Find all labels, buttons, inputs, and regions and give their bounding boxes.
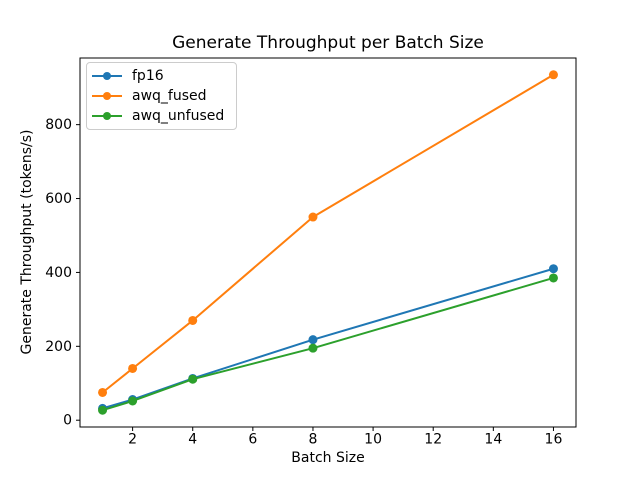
- marker-awq_fused: [128, 363, 138, 373]
- legend-marker-dot: [103, 92, 111, 100]
- series-line-awq_unfused: [102, 277, 554, 412]
- legend: fp16 awq_fused awq_unfused: [86, 62, 238, 130]
- legend-item-fp16: fp16: [92, 66, 224, 86]
- marker-awq_unfused: [308, 343, 318, 353]
- x-tick-label: 6: [248, 432, 257, 448]
- legend-line-swatch: [92, 112, 122, 120]
- x-tick-label: 8: [309, 432, 318, 448]
- legend-marker-dot: [103, 112, 111, 120]
- y-tick-label: 800: [45, 117, 72, 133]
- x-tick-label: 10: [364, 432, 382, 448]
- marker-awq_fused: [548, 70, 558, 80]
- y-tick-label: 400: [45, 265, 72, 281]
- marker-fp16: [548, 264, 558, 274]
- legend-line-swatch: [92, 72, 122, 80]
- legend-label: awq_unfused: [132, 108, 225, 124]
- legend-line-swatch: [92, 92, 122, 100]
- marker-awq_fused: [188, 315, 198, 325]
- legend-marker-dot: [103, 72, 111, 80]
- axes-frame: [79, 57, 577, 428]
- marker-awq_unfused: [98, 405, 108, 415]
- marker-awq_unfused: [128, 396, 138, 406]
- y-tick-label: 0: [63, 413, 72, 429]
- y-tick-label: 200: [45, 339, 72, 355]
- legend-label: awq_fused: [132, 88, 207, 104]
- x-tick-label: 16: [545, 432, 563, 448]
- x-tick-label: 4: [188, 432, 197, 448]
- y-tick-label: 600: [45, 191, 72, 207]
- x-tick-label: 14: [484, 432, 502, 448]
- marker-awq_unfused: [188, 374, 198, 384]
- legend-item-awq_fused: awq_fused: [92, 86, 224, 106]
- x-tick-label: 12: [424, 432, 442, 448]
- legend-item-awq_unfused: awq_unfused: [92, 106, 224, 126]
- chart-title: Generate Throughput per Batch Size: [172, 33, 484, 53]
- marker-awq_unfused: [548, 273, 558, 283]
- marker-awq_fused: [308, 212, 318, 222]
- legend-label: fp16: [132, 68, 164, 84]
- x-axis-label: Batch Size: [291, 450, 365, 466]
- marker-fp16: [308, 335, 318, 345]
- marker-awq_fused: [98, 387, 108, 397]
- x-tick-label: 2: [128, 432, 137, 448]
